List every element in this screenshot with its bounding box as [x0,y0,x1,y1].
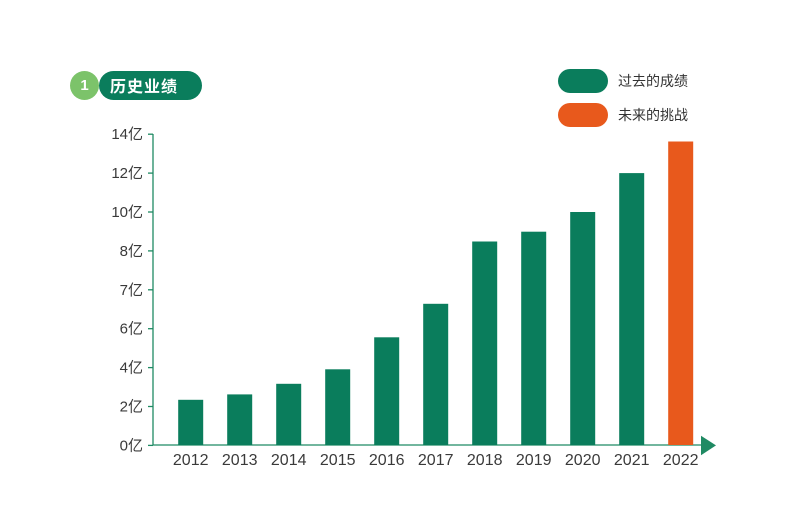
svg-text:6亿: 6亿 [120,321,143,338]
svg-text:2亿: 2亿 [120,399,143,416]
svg-text:2019: 2019 [516,452,552,469]
svg-text:2020: 2020 [565,452,601,469]
svg-text:2017: 2017 [418,452,454,469]
svg-text:0亿: 0亿 [120,437,143,454]
svg-text:2012: 2012 [173,452,209,469]
svg-text:10亿: 10亿 [111,204,143,221]
svg-text:2015: 2015 [320,452,356,469]
svg-text:2013: 2013 [222,452,258,469]
svg-text:7亿: 7亿 [120,282,143,299]
svg-text:2018: 2018 [467,452,503,469]
svg-text:2022: 2022 [663,452,699,469]
svg-text:12亿: 12亿 [111,165,143,182]
svg-text:2014: 2014 [271,452,307,469]
svg-text:4亿: 4亿 [120,360,143,377]
svg-text:8亿: 8亿 [120,243,143,260]
svg-text:2021: 2021 [614,452,650,469]
svg-text:14亿: 14亿 [111,126,143,143]
svg-text:2016: 2016 [369,452,405,469]
